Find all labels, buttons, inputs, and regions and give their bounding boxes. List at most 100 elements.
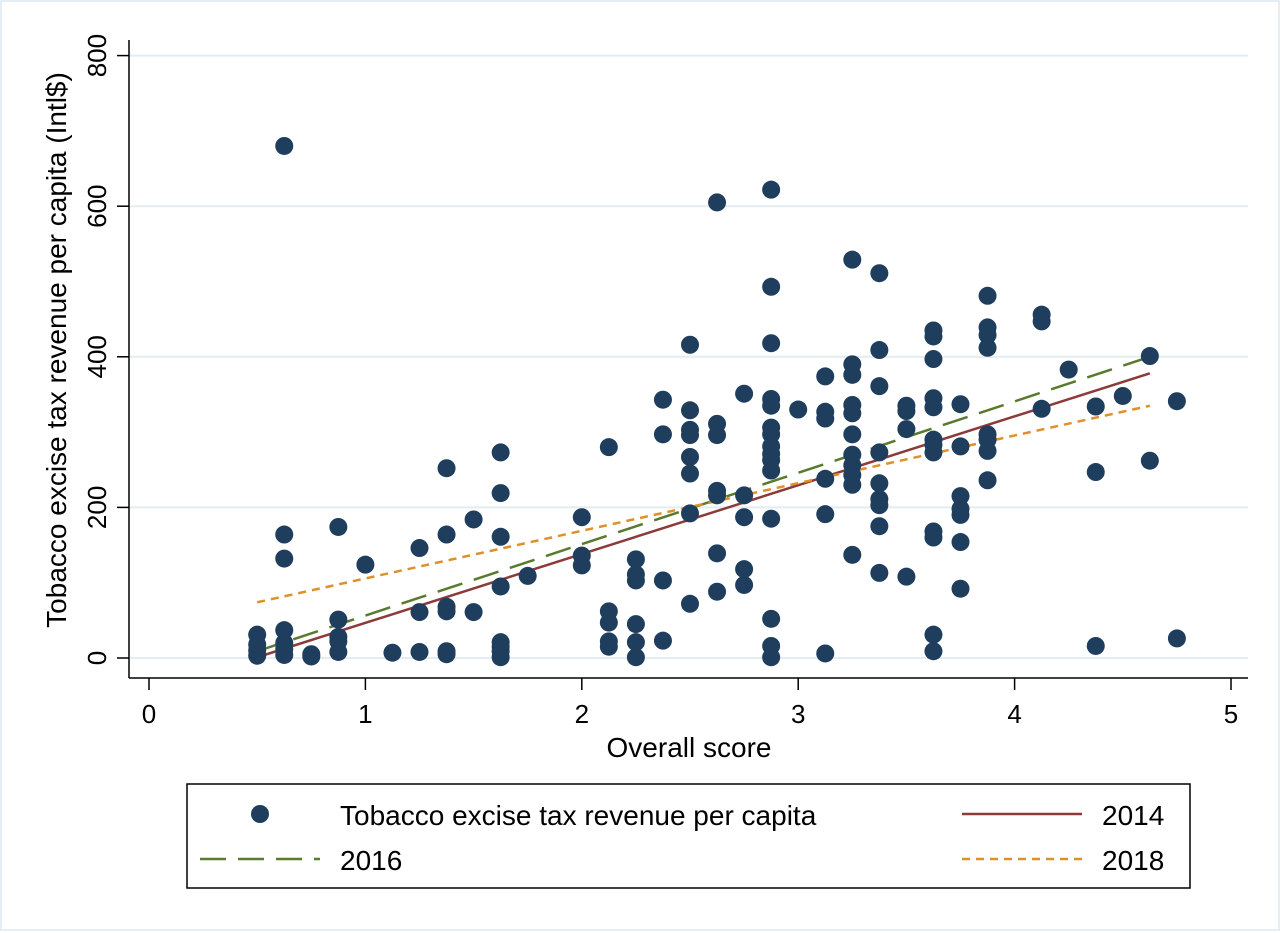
data-point: [951, 487, 970, 506]
fit-lines: [256, 355, 1151, 659]
data-point: [708, 481, 727, 500]
data-point: [1086, 397, 1105, 416]
data-point: [437, 459, 456, 478]
legend-label-2014: 2014: [1102, 800, 1164, 831]
fit-line-2014: [256, 372, 1151, 659]
legend-box: [186, 783, 1191, 889]
fit-line-2018: [256, 404, 1151, 604]
data-point: [816, 469, 835, 488]
data-point: [951, 395, 970, 414]
data-point: [762, 180, 781, 199]
data-point: [491, 527, 510, 546]
data-point: [843, 445, 862, 464]
data-point: [1167, 392, 1186, 411]
data-point: [1059, 360, 1078, 379]
x-tick-label-4: 4: [1007, 699, 1021, 729]
data-point: [897, 420, 916, 439]
data-point: [897, 567, 916, 586]
data-point: [410, 603, 429, 622]
data-point: [924, 389, 943, 408]
data-point: [951, 437, 970, 456]
y-axis-title: Tobacco excise tax revenue per capita (I…: [41, 72, 72, 628]
data-point: [897, 396, 916, 415]
data-point: [437, 597, 456, 616]
fit-line-2016: [256, 355, 1151, 653]
data-point: [708, 414, 727, 433]
legend-label-2018: 2018: [1102, 845, 1164, 876]
data-point: [735, 486, 754, 505]
data-point: [437, 642, 456, 661]
data-point: [653, 425, 672, 444]
data-point: [383, 643, 402, 662]
data-point: [870, 517, 889, 536]
data-point: [681, 420, 699, 439]
data-point: [572, 508, 591, 527]
data-point: [275, 549, 294, 568]
data-point: [762, 609, 781, 628]
data-point: [464, 510, 483, 529]
data-point: [491, 633, 510, 652]
data-point: [356, 555, 375, 574]
data-point: [762, 636, 781, 655]
data-point: [870, 443, 889, 462]
data-point: [1032, 399, 1051, 418]
data-point: [599, 602, 618, 621]
data-point: [708, 544, 727, 563]
legend: Tobacco excise tax revenue per capita 20…: [186, 783, 1191, 889]
data-point: [248, 625, 267, 644]
data-point: [735, 508, 754, 527]
y-tick-label-200: 200: [82, 486, 112, 529]
legend-label-points: Tobacco excise tax revenue per capita: [340, 800, 817, 831]
data-point: [572, 546, 591, 565]
x-tick-label-1: 1: [358, 699, 372, 729]
data-point: [762, 509, 781, 528]
data-point: [762, 418, 781, 437]
data-point: [843, 250, 862, 269]
data-point: [870, 490, 889, 509]
data-point: [762, 277, 781, 296]
data-point: [843, 545, 862, 564]
data-point: [978, 286, 997, 305]
data-point: [653, 571, 672, 590]
data-point: [816, 367, 835, 386]
data-point: [1032, 305, 1051, 324]
data-point: [275, 633, 294, 652]
data-point: [681, 594, 699, 613]
data-point: [626, 550, 645, 569]
data-point: [1167, 629, 1186, 648]
axes: [128, 40, 1248, 679]
data-point: [924, 625, 943, 644]
data-point: [626, 615, 645, 634]
data-point: [789, 400, 808, 419]
data-point: [464, 603, 483, 622]
data-point: [329, 610, 348, 629]
data-point: [626, 633, 645, 652]
data-point: [735, 575, 754, 594]
data-point: [924, 350, 943, 369]
x-tick-label-2: 2: [575, 699, 589, 729]
data-point: [870, 377, 889, 396]
x-tick-label-0: 0: [142, 699, 156, 729]
data-point: [437, 525, 456, 544]
data-point: [978, 338, 997, 357]
data-point: [843, 425, 862, 444]
data-point: [626, 648, 645, 667]
data-point: [924, 321, 943, 340]
gridlines: [130, 54, 1248, 659]
data-point: [1140, 451, 1159, 470]
y-tick-label-800: 800: [82, 34, 112, 77]
data-point: [681, 401, 699, 420]
data-point: [1086, 463, 1105, 482]
data-point: [681, 447, 699, 466]
data-point: [924, 522, 943, 541]
data-point: [681, 464, 699, 483]
data-point: [1086, 636, 1105, 655]
data-point: [735, 560, 754, 579]
data-point: [978, 471, 997, 490]
data-points: [248, 136, 1186, 667]
data-point: [951, 499, 970, 518]
data-point: [870, 563, 889, 582]
data-point: [626, 565, 645, 584]
